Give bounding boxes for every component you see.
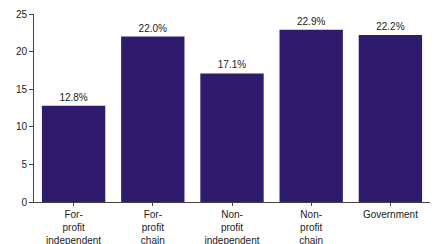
svg-text:25: 25 [16,9,28,20]
svg-text:5: 5 [21,159,27,170]
svg-text:20: 20 [16,46,28,57]
svg-text:0: 0 [21,197,27,208]
svg-text:10: 10 [16,121,28,132]
svg-text:Non-profitindependent: Non-profitindependent [204,209,259,244]
svg-text:Non-profitchain: Non-profitchain [299,209,323,244]
svg-text:For-profitchain: For-profitchain [141,209,165,244]
svg-text:15: 15 [16,84,28,95]
svg-text:22.2%: 22.2% [376,21,404,32]
svg-text:12.8%: 12.8% [59,92,87,103]
svg-text:17.1%: 17.1% [218,59,246,70]
svg-text:22.9%: 22.9% [297,16,325,27]
svg-text:22.0%: 22.0% [139,23,167,34]
svg-text:For-profitindependent: For-profitindependent [46,209,101,244]
svg-text:Government: Government [363,209,418,220]
